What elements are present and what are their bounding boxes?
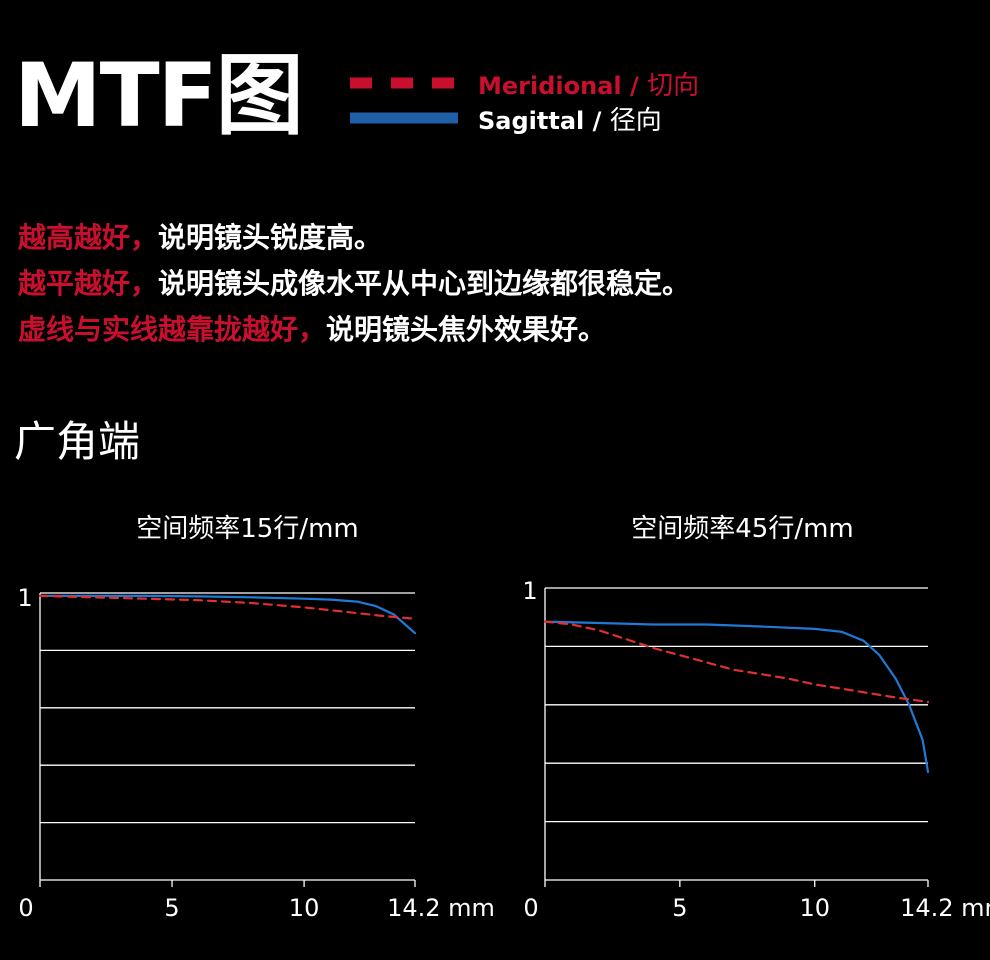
note-text: 说明镜头成像水平从中心到边缘都很稳定。 — [158, 267, 691, 300]
note-text: 说明镜头焦外效果好。 — [326, 313, 607, 346]
note-highlight: 越高越好， — [18, 221, 159, 254]
chart-title: 空间频率15行/mm — [136, 514, 359, 544]
dashed-line-icon — [350, 77, 458, 89]
series-line-sagittal — [38, 594, 417, 635]
y-tick-label: 1 — [17, 584, 32, 612]
note-text: 说明镜头锐度高。 — [158, 221, 383, 254]
notes: 越高越好，说明镜头锐度高。 越平越好，说明镜头成像水平从中心到边缘都很稳定。 虚… — [18, 220, 690, 358]
legend-item-sagittal: Sagittal / 径向 — [350, 101, 662, 136]
note-highlight: 虚线与实线越靠拢越好， — [18, 313, 327, 346]
x-tick-label: 14.2 mm — [900, 894, 990, 922]
legend-label-sagittal: Sagittal / 径向 — [478, 105, 662, 136]
x-tick-label: 0 — [18, 894, 33, 922]
note-line: 虚线与实线越靠拢越好，说明镜头焦外效果好。 — [18, 312, 690, 358]
solid-line-icon — [350, 112, 458, 124]
series-line-sagittal — [543, 620, 930, 774]
x-tick-label: 10 — [799, 894, 830, 922]
note-line: 越高越好，说明镜头锐度高。 — [18, 220, 690, 266]
x-tick-label: 5 — [672, 894, 687, 922]
series-line-meridional — [543, 620, 930, 703]
x-tick-label: 10 — [289, 894, 320, 922]
legend-item-meridional: Meridional / 切向 — [350, 66, 700, 101]
chart-title: 空间频率45行/mm — [631, 514, 854, 544]
legend: Meridional / 切向 Sagittal / 径向 — [350, 66, 750, 136]
note-highlight: 越平越好， — [18, 267, 159, 300]
y-tick-label: 1 — [522, 577, 537, 605]
chart-plot: 0 5 10 14.2 mm 1 — [522, 577, 990, 922]
section-title: 广角端 — [14, 417, 141, 466]
legend-label-meridional: Meridional / 切向 — [478, 70, 700, 101]
series-line-meridional — [38, 594, 417, 620]
chart-plot: 0 5 10 14.2 mm 1 — [17, 584, 495, 922]
x-tick-label: 0 — [523, 894, 538, 922]
x-tick-label: 14.2 mm — [387, 894, 495, 922]
x-tick-label: 5 — [164, 894, 179, 922]
note-line: 越平越好，说明镜头成像水平从中心到边缘都很稳定。 — [18, 266, 690, 312]
page-title: MTF图 — [14, 44, 304, 147]
